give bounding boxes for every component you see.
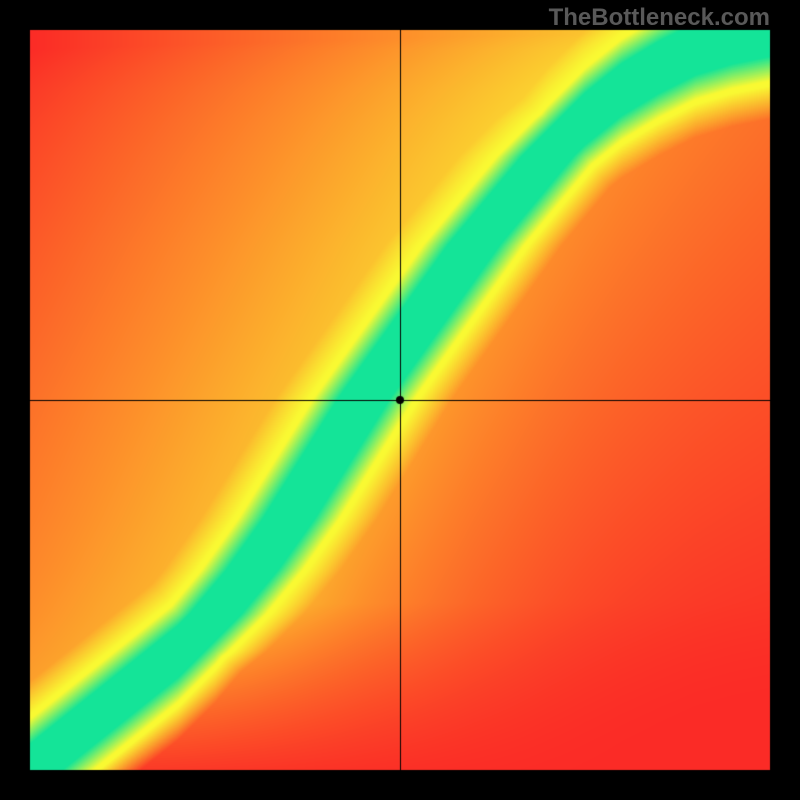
chart-container: TheBottleneck.com — [0, 0, 800, 800]
watermark-text: TheBottleneck.com — [549, 4, 770, 32]
heatmap-canvas — [0, 0, 800, 800]
